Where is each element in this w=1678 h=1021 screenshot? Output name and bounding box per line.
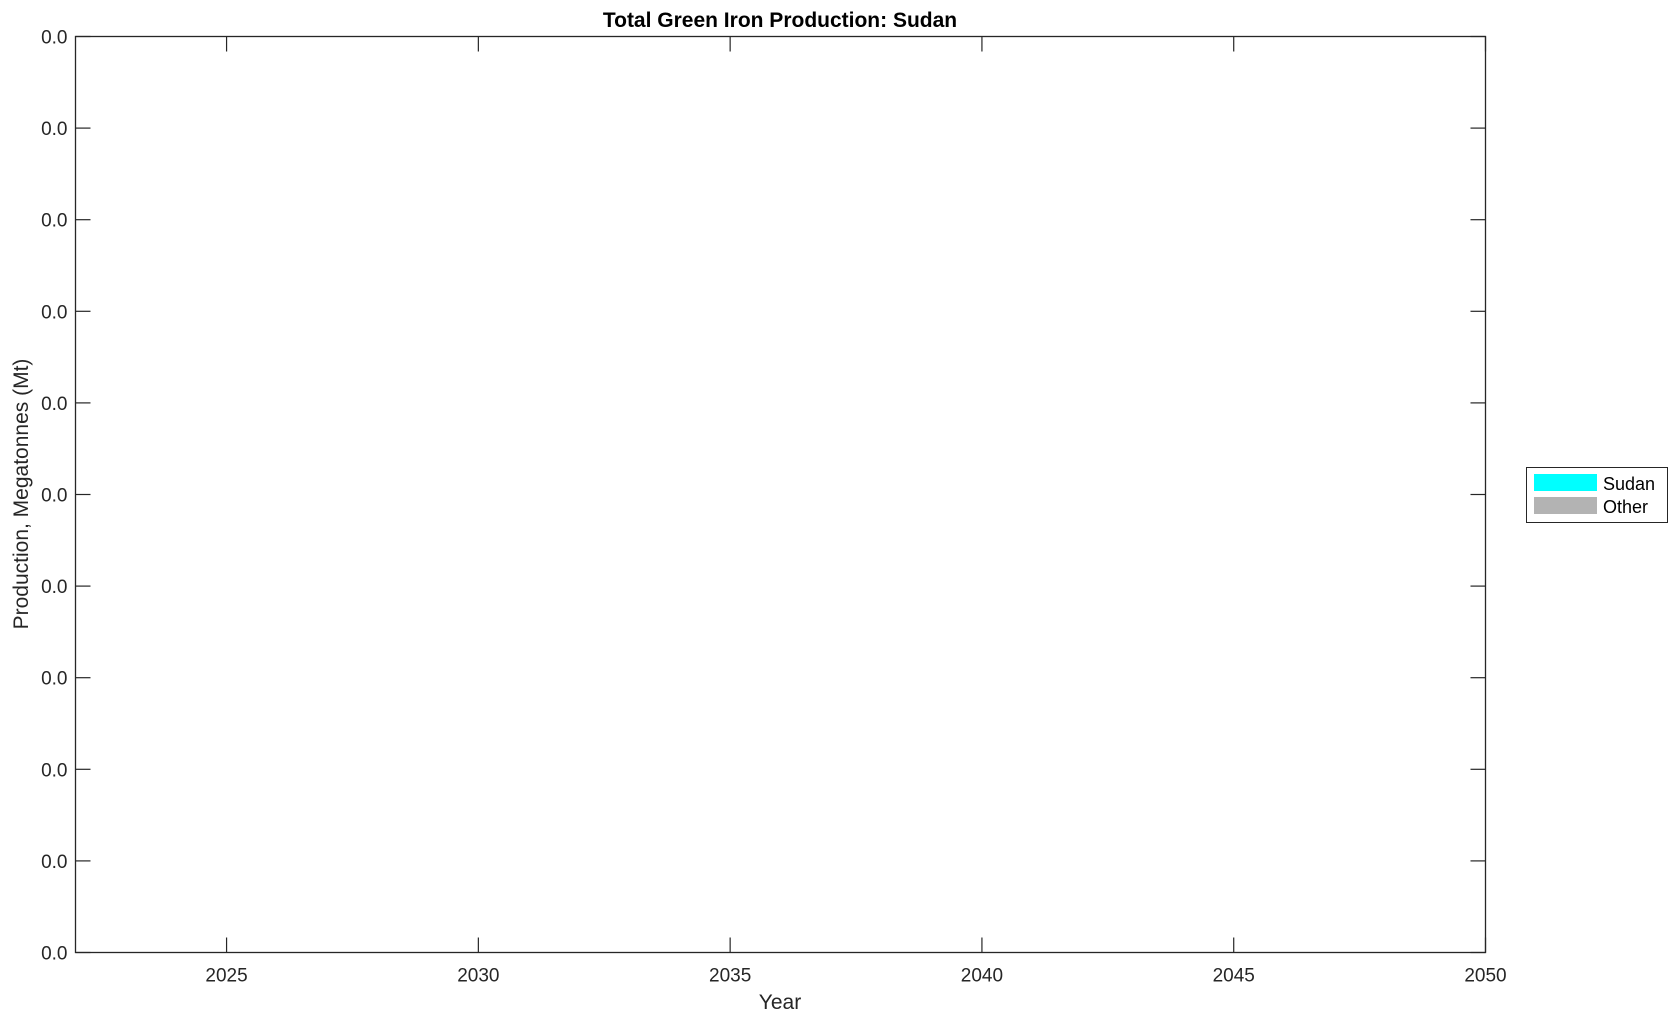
x-tick-label: 2035 [709,966,751,987]
y-tick-label: 0.0 [41,577,67,598]
x-tick-label: 2050 [1464,966,1506,987]
legend-label-sudan: Sudan [1603,474,1655,494]
y-tick-label: 0.0 [41,760,67,781]
x-tick-label: 2045 [1213,966,1255,987]
y-tick-label: 0.0 [41,486,67,507]
legend-swatch-other [1534,497,1597,514]
legend-swatch-sudan [1534,474,1597,491]
y-tick-label: 0.0 [41,302,67,323]
plot-area [74,35,1487,954]
x-tick-label: 2025 [205,966,247,987]
y-tick-label: 0.0 [41,944,67,965]
y-tick-label: 0.0 [41,852,67,873]
y-axis-label: Production, Megatonnes (Mt) [10,359,33,630]
y-tick-label: 0.0 [41,28,67,49]
y-tick-label: 0.0 [41,394,67,415]
chart-title: Total Green Iron Production: Sudan [603,9,957,32]
y-tick-label: 0.0 [41,119,67,140]
x-tick-label: 2030 [457,966,499,987]
x-tick-label: 2040 [961,966,1003,987]
y-tick-label: 0.0 [41,211,67,232]
y-tick-label: 0.0 [41,669,67,690]
legend-label-other: Other [1603,497,1648,517]
x-axis-label: Year [759,991,801,1014]
legend: Sudan Other [1526,467,1668,523]
